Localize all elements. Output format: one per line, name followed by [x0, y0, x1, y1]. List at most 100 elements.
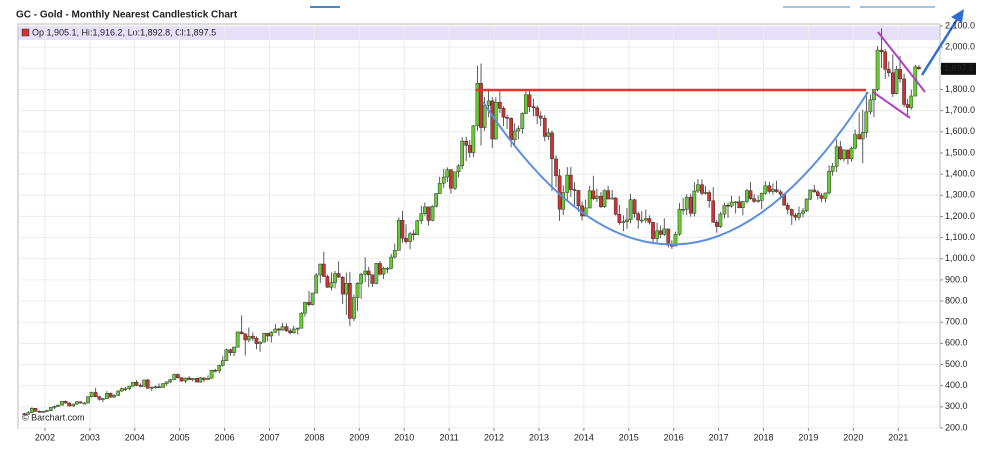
cup-curve — [482, 91, 869, 246]
candle-body — [849, 147, 854, 159]
candle-body — [756, 200, 760, 202]
candle-body — [123, 388, 128, 390]
candle-body — [48, 407, 53, 411]
candle-body — [658, 230, 663, 235]
candle-body — [288, 330, 293, 334]
candle-body — [894, 69, 899, 94]
candle-body — [344, 283, 349, 295]
candle-body — [707, 192, 712, 202]
x-tick-label: 2003 — [80, 432, 100, 442]
candle-body — [400, 219, 405, 239]
candle-body — [886, 69, 891, 74]
candle-body — [651, 222, 655, 239]
x-tick-label: 2014 — [574, 432, 594, 442]
candle-body — [868, 99, 873, 113]
candle-body — [763, 185, 768, 194]
candle-body — [26, 412, 31, 415]
candle-body — [684, 196, 689, 210]
candle-body — [827, 171, 831, 194]
x-tick-label: 2006 — [215, 432, 235, 442]
y-tick-label: 1,000.0 — [945, 253, 975, 263]
candle-body — [119, 388, 124, 392]
candle-body — [190, 378, 195, 380]
candle-body — [310, 292, 315, 305]
candle-body — [232, 346, 236, 353]
candle-body — [875, 49, 880, 90]
candle-body — [853, 134, 857, 149]
candle-body — [22, 413, 27, 415]
x-tick-label: 2011 — [439, 432, 458, 442]
candle-body — [864, 111, 869, 133]
arrow-head — [951, 9, 964, 23]
x-tick-label: 2009 — [349, 432, 369, 442]
candle-body — [554, 158, 558, 177]
last-price-badge — [941, 62, 976, 75]
candle-body — [37, 411, 42, 413]
candle-body — [823, 192, 828, 199]
y-tick-label: 2,000.0 — [945, 42, 975, 52]
candle-body — [321, 263, 326, 277]
candle-body — [464, 140, 469, 146]
candle-body — [280, 326, 285, 331]
candle-body — [449, 169, 453, 189]
candle-body — [217, 365, 222, 372]
candle-body — [145, 379, 150, 389]
candle-body — [524, 94, 528, 114]
candle-body — [295, 327, 300, 330]
candle-body — [366, 270, 371, 276]
candle-body — [202, 377, 206, 380]
candle-body — [44, 410, 49, 412]
candle-body — [632, 199, 637, 214]
candle-body — [520, 113, 525, 129]
candle-body — [168, 379, 173, 383]
legend-text: Op:1,905.1, Hi:1,916.2, Lo:1,892.8, Cl:1… — [32, 27, 216, 37]
candle-body — [617, 214, 622, 223]
candle-body — [206, 378, 210, 380]
candle-body — [198, 377, 203, 383]
candle-body — [498, 101, 502, 109]
candle-body — [726, 204, 730, 207]
candle-body — [437, 182, 442, 194]
x-tick-label: 2008 — [304, 432, 324, 442]
candle-body — [774, 189, 779, 193]
candle-body — [284, 326, 289, 332]
candle-body — [681, 208, 685, 211]
y-tick-label: 200.0 — [945, 422, 968, 432]
candle-body — [213, 369, 218, 372]
x-tick-label: 2019 — [798, 432, 818, 442]
candle-body — [830, 166, 835, 172]
x-tick-label: 2020 — [843, 432, 863, 442]
candle-body — [490, 100, 495, 140]
candle-body — [430, 206, 435, 221]
x-tick-label: 2021 — [888, 432, 908, 442]
candle-body — [307, 302, 311, 305]
candle-body — [767, 185, 772, 192]
candle-body — [703, 192, 708, 194]
candle-body — [441, 176, 446, 184]
candle-body — [303, 302, 307, 314]
candle-body — [639, 219, 644, 222]
candle-body — [239, 331, 244, 335]
candle-body — [561, 192, 566, 210]
candle-body — [512, 130, 517, 141]
last-price-label: 1,897.5 — [944, 63, 974, 73]
candle-body — [258, 341, 262, 344]
candle-body — [131, 382, 135, 387]
y-tick-label: 700.0 — [945, 317, 968, 327]
channel-line — [877, 31, 926, 93]
candle-body — [801, 210, 805, 214]
x-tick-label: 2017 — [709, 432, 729, 442]
candle-body — [812, 189, 817, 193]
y-tick-label: 600.0 — [945, 338, 968, 348]
candle-body — [355, 283, 360, 298]
candle-body — [142, 379, 147, 387]
candle-body — [348, 283, 352, 319]
y-tick-label: 800.0 — [945, 295, 968, 305]
candle-body — [67, 402, 72, 407]
candle-body — [33, 408, 38, 412]
candle-body — [220, 360, 225, 366]
candle-body — [688, 196, 693, 214]
